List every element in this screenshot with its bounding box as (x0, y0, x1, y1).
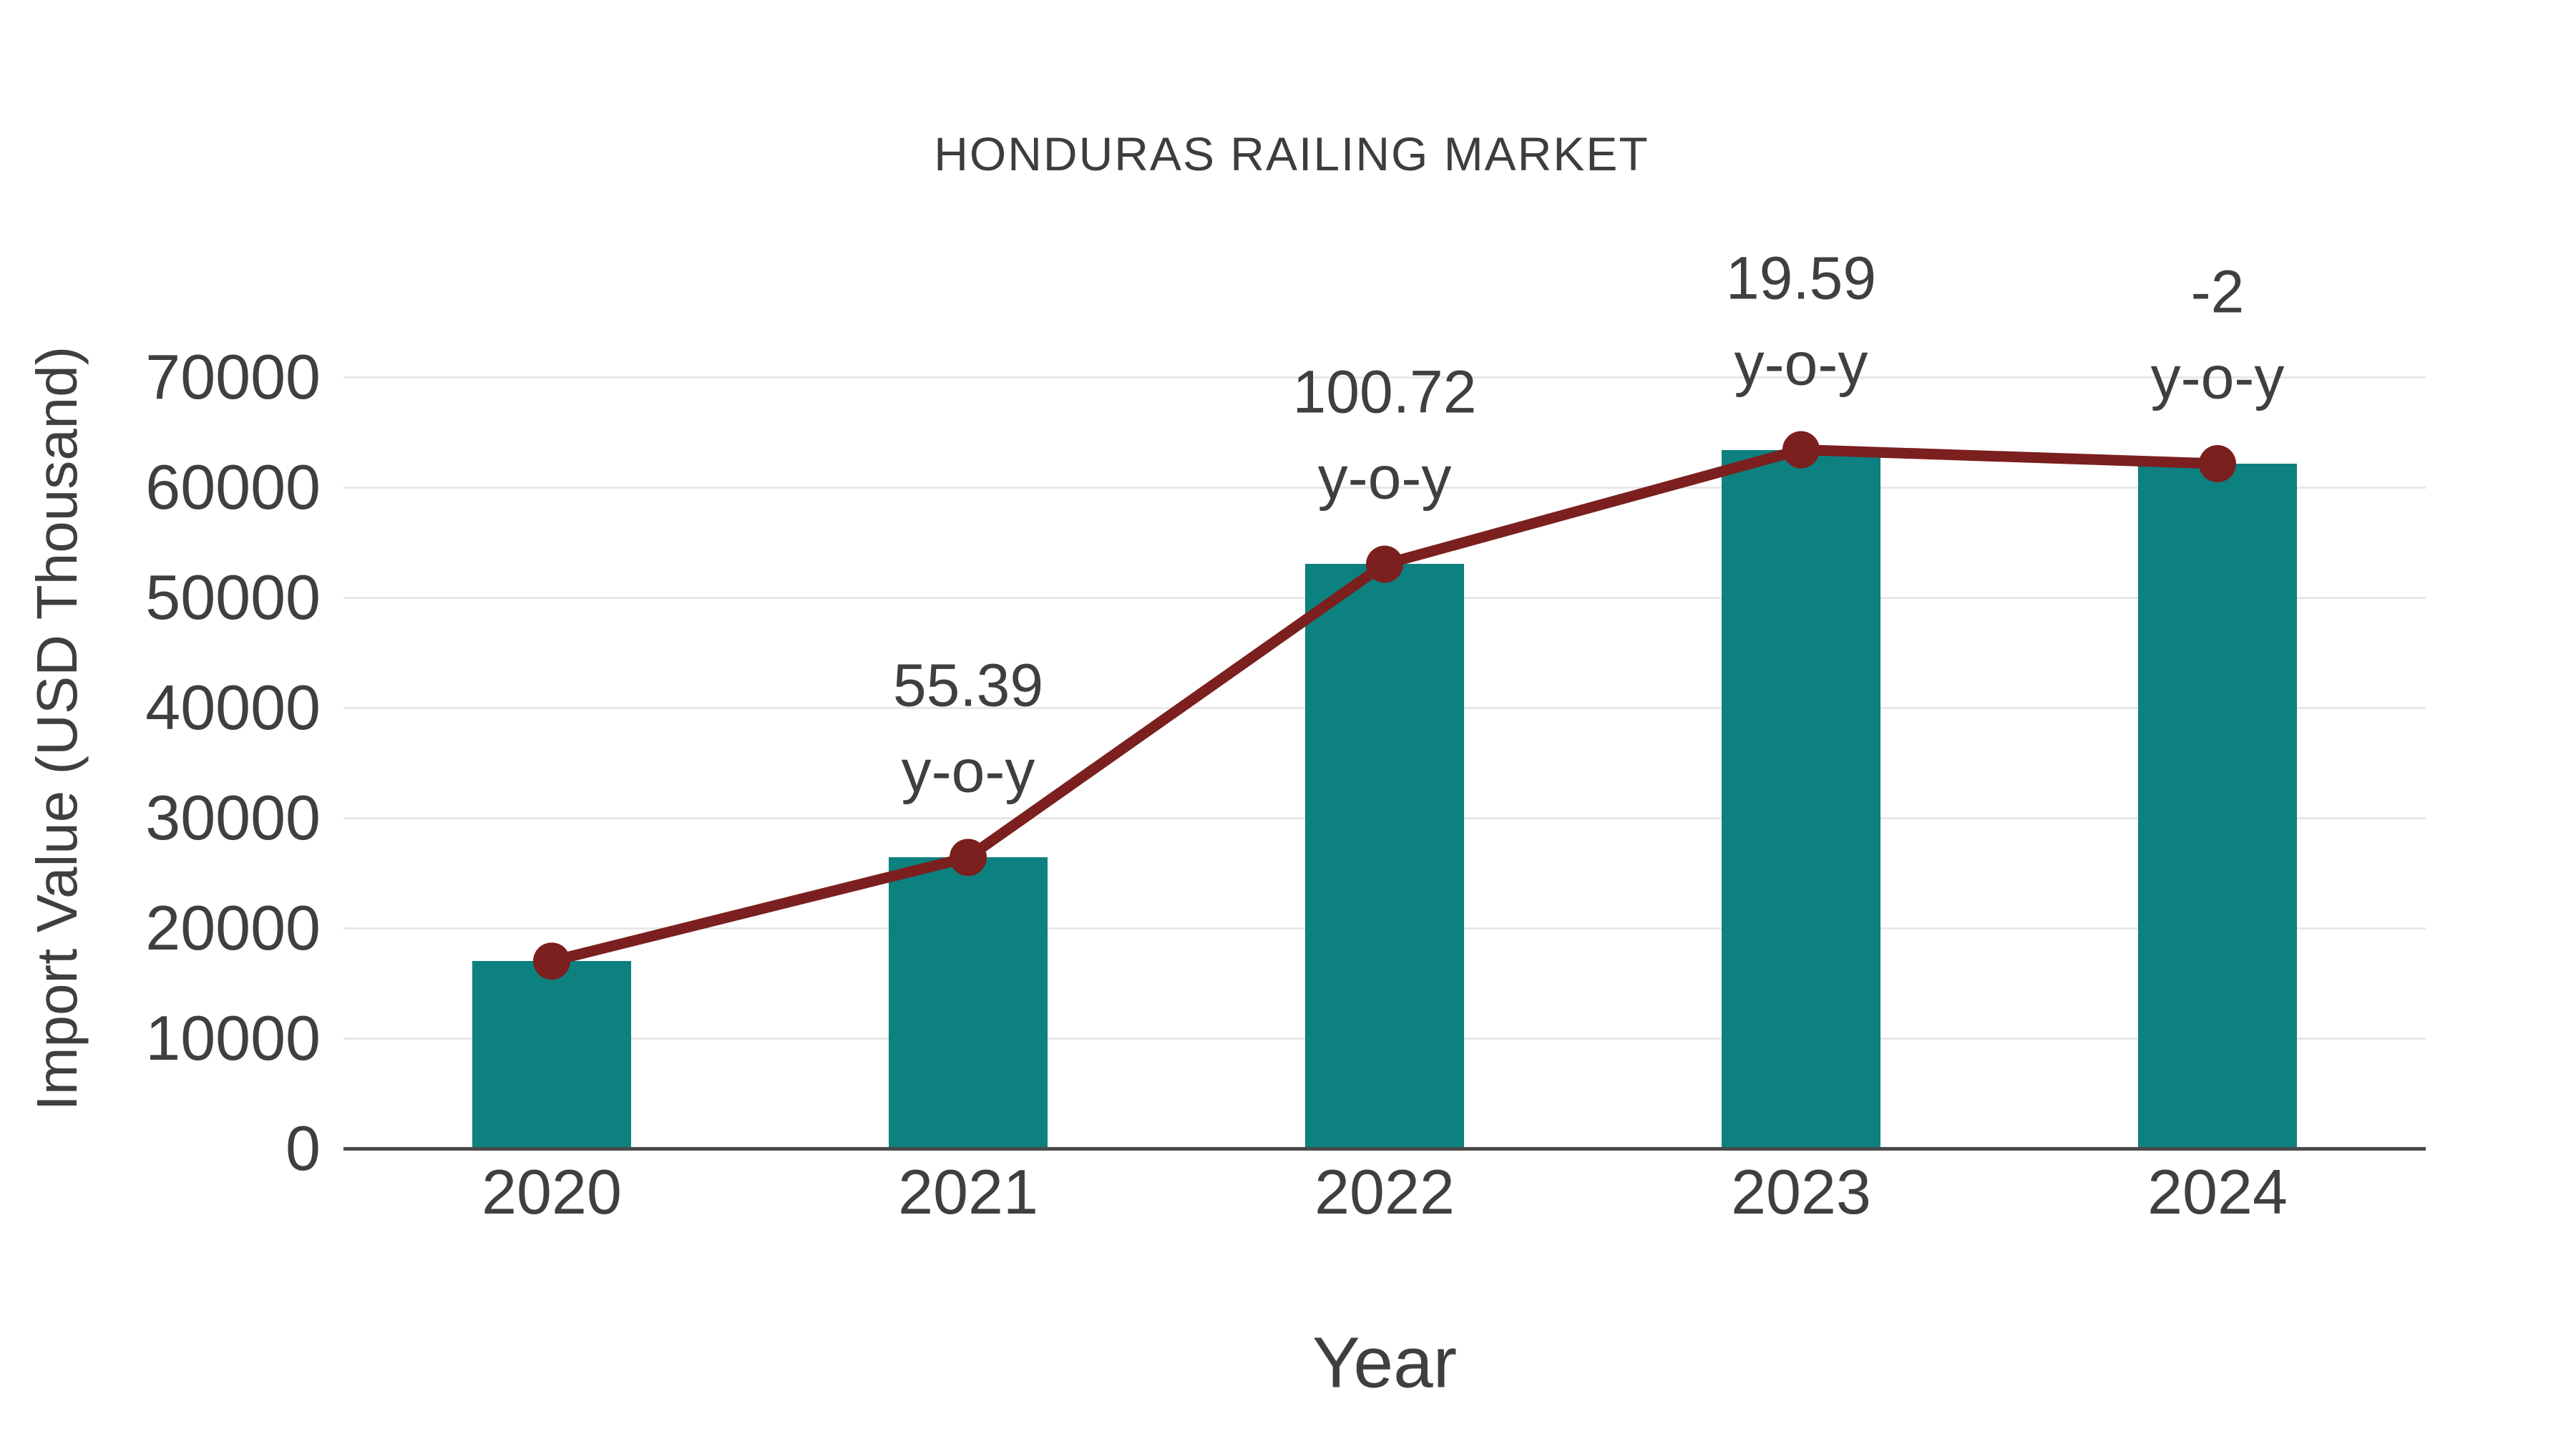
x-tick-label-2020: 2020 (482, 1156, 622, 1227)
yoy-suffix-label-2022: y-o-y (1317, 444, 1452, 512)
y-tick-label: 0 (286, 1113, 321, 1184)
bar-2020 (472, 961, 631, 1148)
bar-2024 (2138, 464, 2297, 1148)
y-tick-label: 70000 (145, 341, 321, 412)
yoy-value-label-2022: 100.72 (1292, 358, 1477, 426)
x-axis-title: Year (1312, 1322, 1458, 1403)
y-tick-label: 20000 (145, 892, 321, 963)
chart-title: HONDURAS RAILING MARKET (934, 127, 1649, 180)
y-tick-label: 40000 (145, 672, 321, 743)
y-axis-title: Import Value (USD Thousand) (25, 346, 89, 1111)
y-tick-label: 10000 (145, 1002, 321, 1073)
x-tick-label-2021: 2021 (898, 1156, 1038, 1227)
bar-2021 (889, 857, 1048, 1148)
y-tick-label: 60000 (145, 452, 321, 522)
y-tick-label: 30000 (145, 782, 321, 853)
bar-2023 (1722, 449, 1880, 1148)
yoy-suffix-label-2023: y-o-y (1734, 330, 1868, 397)
yoy-value-label-2021: 55.39 (892, 651, 1044, 719)
x-axis-line (343, 1147, 2426, 1151)
x-tick-label-2022: 2022 (1314, 1156, 1455, 1227)
yoy-suffix-label-2021: y-o-y (901, 737, 1035, 805)
x-tick-label-2024: 2024 (2147, 1156, 2288, 1227)
yoy-suffix-label-2024: y-o-y (2150, 343, 2285, 411)
yoy-value-label-2023: 19.59 (1725, 244, 1877, 311)
x-tick-label-2023: 2023 (1731, 1156, 1871, 1227)
y-gridline (343, 376, 2426, 379)
yoy-value-label-2024: -2 (2190, 258, 2245, 326)
y-tick-label: 50000 (145, 562, 321, 633)
bar-2022 (1305, 564, 1464, 1148)
